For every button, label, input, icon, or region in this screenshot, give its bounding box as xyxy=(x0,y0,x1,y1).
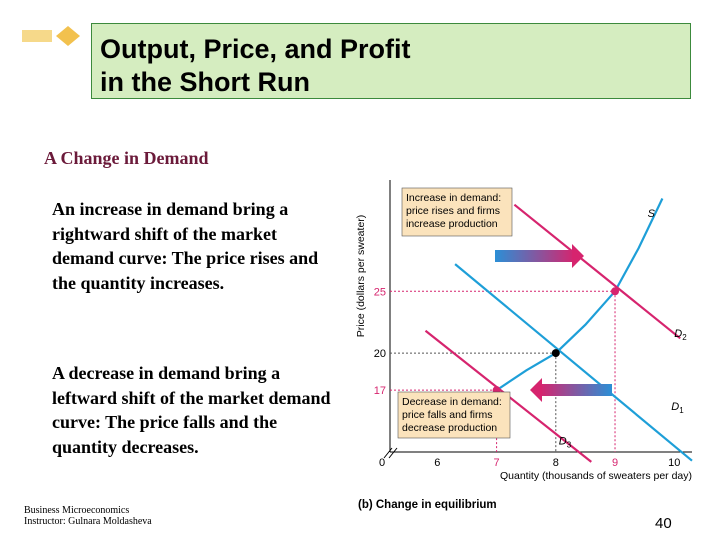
series-label-sub-d1: 1 xyxy=(679,406,684,415)
shift-right-arrow-head xyxy=(572,244,584,268)
series-label-sub-d2: 2 xyxy=(682,333,687,342)
slide-title-line2: in the Short Run xyxy=(100,67,310,97)
series-label-d3: D xyxy=(559,436,567,448)
shift-left-arrow-body xyxy=(540,384,612,396)
x-tick-label: 10 xyxy=(668,457,680,469)
diamond-arrow-icon xyxy=(22,26,80,46)
y-tick-label: 17 xyxy=(374,385,386,397)
series-label-sub-d3: 3 xyxy=(567,441,572,450)
section-subtitle: A Change in Demand xyxy=(44,148,209,168)
page-number: 40 xyxy=(655,515,672,532)
title-box: Output, Price, and Profit in the Short R… xyxy=(91,23,691,99)
callout-increase-line: increase production xyxy=(406,218,498,230)
shift-right-arrow-body xyxy=(495,250,575,262)
paragraph-decrease: A decrease in demand bring a leftward sh… xyxy=(52,363,331,457)
x-tick-label: 9 xyxy=(612,457,618,469)
x-tick-label: 7 xyxy=(494,457,500,469)
callout-decrease-box xyxy=(397,391,511,439)
x-tick-label: 6 xyxy=(434,457,440,469)
supply-curve xyxy=(448,198,664,435)
callout-decrease-line: price falls and firms xyxy=(402,409,492,421)
series-label-d1: D xyxy=(671,401,679,413)
demand-curve-d1 xyxy=(454,263,693,462)
equilibrium-point xyxy=(551,349,560,358)
slide-title-line1: Output, Price, and Profit xyxy=(100,34,411,64)
axis-break-mark xyxy=(383,447,393,459)
chart-caption: (b) Change in equilibrium xyxy=(358,499,497,511)
paragraph-increase: An increase in demand bring a rightward … xyxy=(52,199,319,293)
series-label-s: S xyxy=(648,208,656,220)
footer-instructor: Instructor: Gulnara Moldasheva xyxy=(24,516,152,527)
demand-curve-d2 xyxy=(513,203,681,340)
y-tick-label: 20 xyxy=(374,348,386,360)
callout-increase-box xyxy=(401,187,513,237)
shift-left-arrow-head xyxy=(530,378,542,402)
footer-course: Business Microeconomics xyxy=(24,505,130,516)
axis-break-mark xyxy=(388,447,398,459)
callout-decrease-line: Decrease in demand: xyxy=(402,396,502,408)
x-axis-label: Quantity (thousands of sweaters per day) xyxy=(500,470,692,482)
series-label-d2: D xyxy=(674,328,682,340)
callout-decrease-line: decrease production xyxy=(402,422,497,434)
equilibrium-point xyxy=(611,287,620,296)
y-tick-label: 25 xyxy=(374,286,386,298)
callout-increase-line: Increase in demand: xyxy=(406,192,501,204)
x-tick-label: 0 xyxy=(379,457,385,469)
y-axis-label: Price (dollars per sweater) xyxy=(355,215,367,338)
callout-increase-line: price rises and firms xyxy=(406,205,500,217)
x-tick-label: 8 xyxy=(553,457,559,469)
